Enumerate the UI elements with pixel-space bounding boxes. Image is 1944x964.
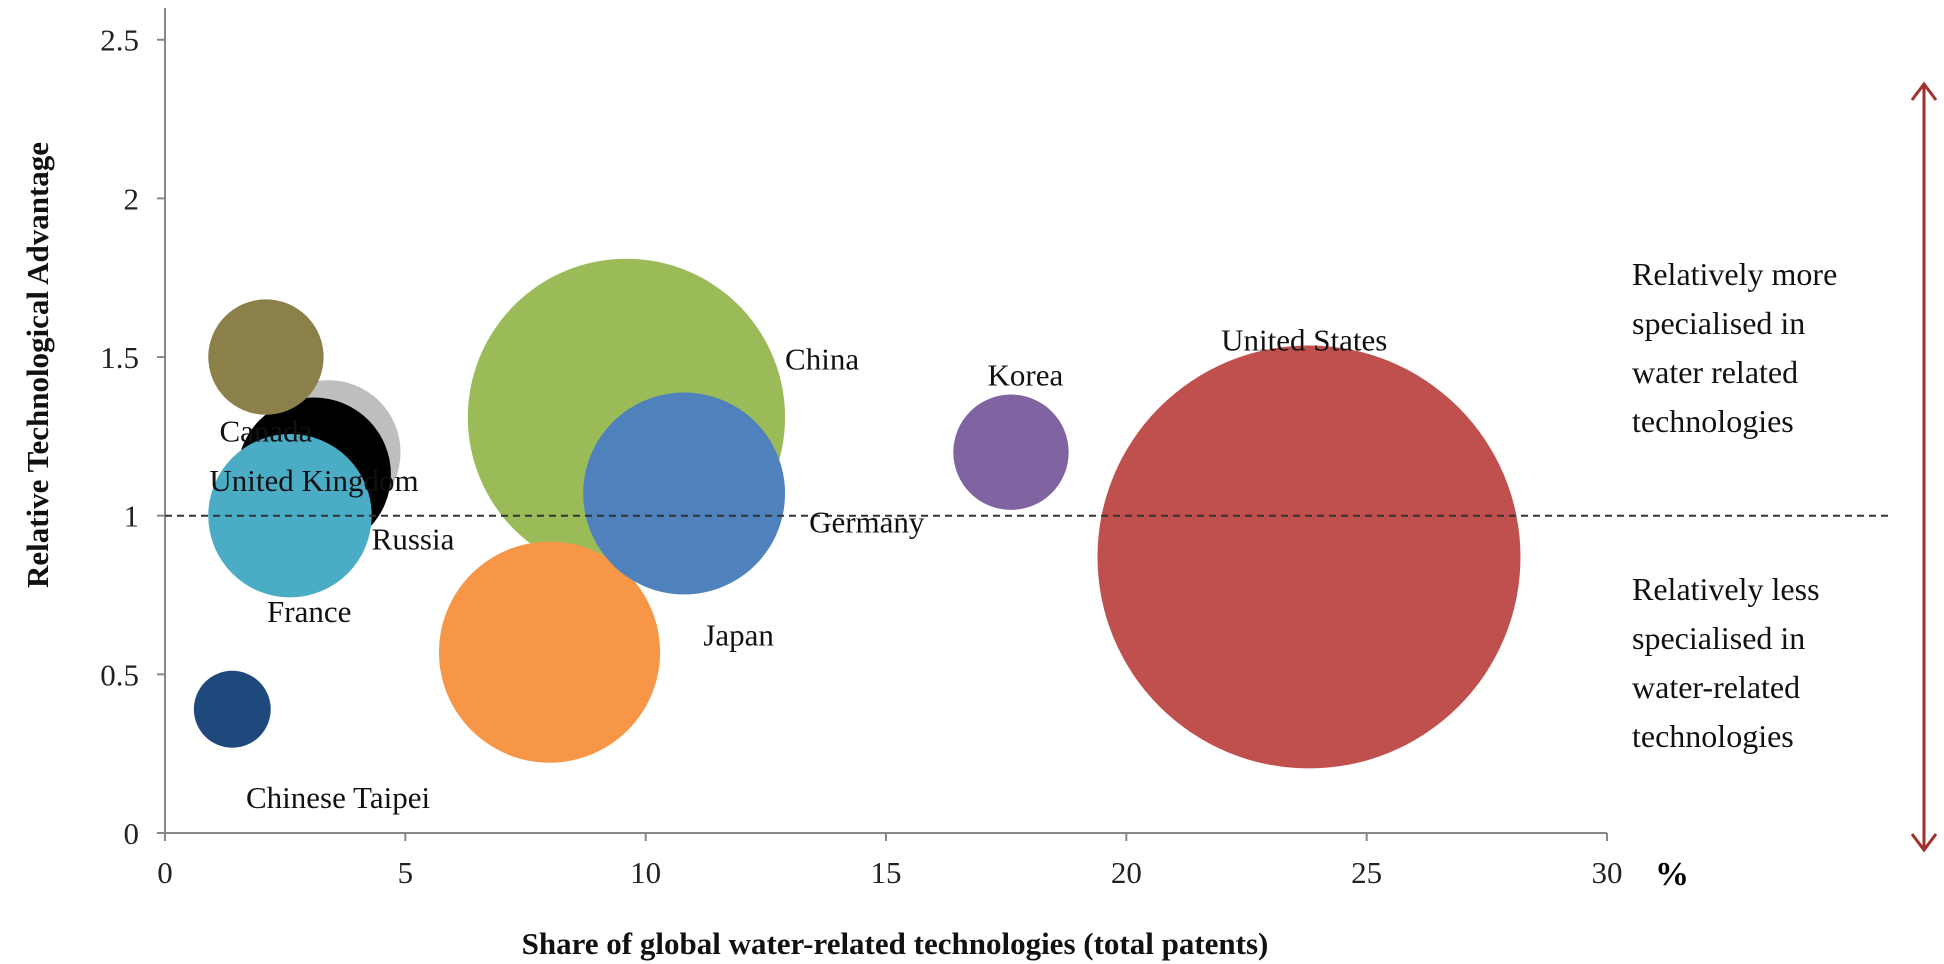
- y-tick-label: 2: [124, 181, 140, 216]
- bubbles-group: [193, 258, 1521, 769]
- label-japan: Japan: [703, 617, 774, 652]
- double-arrow-icon: [1910, 81, 1938, 853]
- bubble-labels: Canada United Kingdom Russia France Chinese …: [209, 323, 1387, 816]
- bubble-canada: [208, 299, 324, 415]
- x-tick-label: 5: [398, 855, 414, 890]
- x-axis-title: Share of global water-related technologi…: [522, 926, 1269, 961]
- annotation-less-specialised: Relatively less specialised in water-relat…: [1632, 571, 1820, 754]
- x-tick-label: 20: [1111, 855, 1142, 890]
- label-korea: Korea: [988, 357, 1064, 392]
- label-china: China: [785, 342, 859, 377]
- label-russia: Russia: [372, 521, 455, 556]
- x-tick-label: 25: [1351, 855, 1382, 890]
- bubble-united-states: [1097, 345, 1521, 769]
- y-tick-label: 2.5: [100, 23, 139, 58]
- x-unit-label: %: [1655, 856, 1689, 893]
- annotation-line: Relatively more: [1632, 256, 1837, 292]
- x-tick-label: 10: [630, 855, 661, 890]
- annotation-more-specialised: Relatively more specialised in water relat…: [1632, 256, 1837, 439]
- annotation-line: specialised in: [1632, 305, 1805, 341]
- annotation-line: technologies: [1632, 718, 1794, 754]
- label-canada: Canada: [219, 414, 312, 449]
- y-axis-ticks: 0 0.5 1 1.5 2 2.5: [100, 23, 165, 851]
- x-tick-label: 15: [871, 855, 902, 890]
- x-tick-label: 0: [157, 855, 173, 890]
- y-tick-label: 1.5: [100, 340, 139, 375]
- annotation-line: specialised in: [1632, 620, 1805, 656]
- label-united-states: United States: [1221, 323, 1387, 358]
- y-axis-title: Relative Technological Advantage: [20, 142, 55, 588]
- bubble-korea: [953, 394, 1069, 510]
- label-france: France: [267, 594, 351, 629]
- label-germany: Germany: [809, 504, 925, 539]
- x-axis-ticks: 0 5 10 15 20 25 30: [157, 833, 1623, 890]
- bubble-chinese-taipei: [193, 670, 271, 748]
- annotation-line: water related: [1632, 354, 1798, 390]
- label-united-kingdom: United Kingdom: [209, 463, 418, 498]
- annotation-line: Relatively less: [1632, 571, 1820, 607]
- y-tick-label: 1: [124, 499, 140, 534]
- label-chinese-taipei: Chinese Taipei: [246, 780, 430, 815]
- annotation-line: technologies: [1632, 403, 1794, 439]
- bubble-japan: [438, 541, 661, 763]
- y-tick-label: 0.5: [100, 657, 139, 692]
- y-tick-label: 0: [124, 816, 140, 851]
- annotation-line: water-related: [1632, 669, 1800, 705]
- bubble-germany: [583, 392, 786, 595]
- x-tick-label: 30: [1592, 855, 1623, 890]
